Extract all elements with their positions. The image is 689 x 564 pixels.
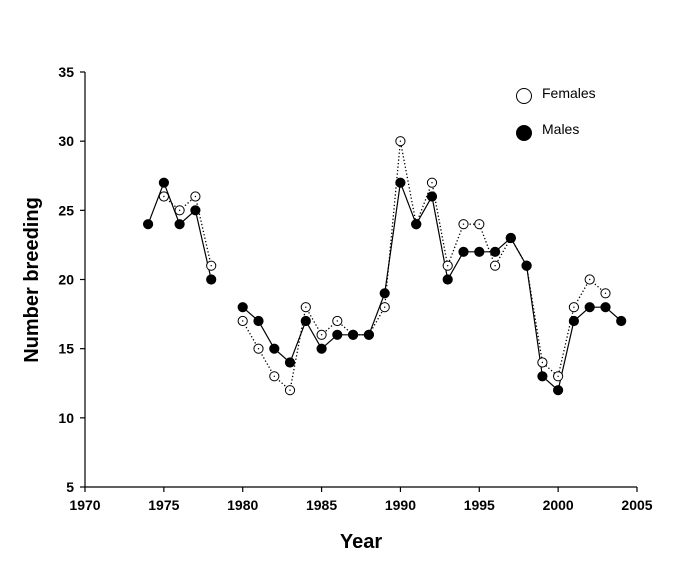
x-tick-label: 1970: [69, 497, 100, 513]
female-point-center-dot: [273, 375, 275, 377]
male-point: Males 2003: 18: [600, 302, 611, 313]
y-tick-label: 5: [66, 479, 74, 495]
male-point: Males 1994: 22: [458, 246, 469, 257]
series-lines: [147, 141, 622, 392]
male-point: Males 1984: 17: [300, 315, 311, 327]
male-point: Males 1996: 22: [490, 246, 501, 257]
y-tick-label: 15: [58, 341, 74, 357]
females-line: [163, 195, 212, 266]
y-axis-title: Number breeding: [21, 197, 43, 363]
male-point: Males 1977: 25: [190, 205, 201, 216]
male-point: Males 1990: 27: [395, 177, 406, 188]
y-tick-label: 25: [58, 202, 74, 218]
female-point-center-dot: [447, 265, 449, 267]
female-point-center-dot: [541, 361, 544, 364]
y-tick-label: 20: [58, 272, 74, 288]
data-points: Females 1975: 26Females 1976: 25Females …: [143, 136, 627, 396]
x-tick-label: 1980: [227, 497, 258, 513]
legend: Females Males: [516, 85, 596, 141]
x-tick-label: 1975: [148, 497, 179, 513]
male-point: Males 1976: 24: [174, 219, 185, 230]
female-point-center-dot: [573, 306, 575, 308]
male-point: Males 2004: 17: [616, 315, 627, 327]
female-point-center-dot: [305, 306, 307, 308]
x-tick-label: 1985: [306, 497, 337, 513]
x-axis-title: Year: [340, 531, 382, 553]
male-point: Males 2001: 17: [568, 315, 580, 327]
female-point-center-dot: [242, 320, 244, 322]
female-point-center-dot: [604, 292, 607, 294]
male-point: Males 1997: 23: [505, 232, 516, 244]
male-point: Males 1987: 16: [348, 329, 359, 340]
males-line: [242, 182, 622, 392]
male-point: Males 1980: 18: [237, 302, 248, 313]
male-point: Males 1999: 13: [537, 371, 548, 382]
y-tick-label: 30: [58, 133, 74, 149]
x-tick-label: 2005: [621, 497, 652, 513]
female-point-center-dot: [320, 334, 323, 336]
x-tick-label: 2000: [543, 497, 574, 513]
female-point-center-dot: [478, 223, 480, 225]
male-point: Males 1993: 20: [442, 274, 453, 285]
axes: 5 10 15 20 25 30 35 1970 1975 1980 1985 1990 1995 200…: [58, 64, 652, 513]
male-point: Males 1995: 22: [474, 246, 485, 257]
female-point-center-dot: [257, 348, 260, 350]
male-point: Males 1991: 24: [411, 219, 422, 230]
female-point-center-dot: [589, 278, 591, 281]
male-point: Males 1978: 20: [206, 274, 217, 285]
male-point: Males 1975: 27: [158, 177, 169, 188]
female-point-center-dot: [163, 195, 165, 198]
legend-females-label: Females: [542, 85, 596, 101]
male-point: Males 1983: 14: [284, 357, 296, 368]
males-line: [147, 181, 212, 280]
male-point: Males 2000: 12: [553, 385, 564, 396]
female-point-center-dot: [431, 182, 433, 184]
female-point-center-dot: [210, 265, 212, 267]
legend-males-label: Males: [542, 121, 579, 137]
male-point: Males 2002: 18: [584, 302, 595, 313]
female-point-center-dot: [462, 223, 465, 225]
male-point: Males 1974: 24: [143, 219, 154, 230]
y-tick-label: 10: [58, 410, 74, 426]
female-point-center-dot: [557, 375, 559, 377]
male-point: Males 1986: 16: [332, 329, 343, 340]
female-point-center-dot: [399, 140, 402, 142]
female-point-center-dot: [384, 306, 386, 308]
male-point: Males 1982: 15: [269, 343, 280, 354]
female-point-center-dot: [194, 195, 197, 198]
female-point-center-dot: [178, 209, 181, 211]
female-point-center-dot: [494, 265, 496, 267]
y-tick-label: 35: [58, 64, 74, 80]
legend-males-marker: [516, 125, 532, 141]
male-point: Males 1992: 26: [426, 191, 438, 202]
female-point-center-dot: [336, 320, 338, 322]
male-point: Males 1985: 15: [316, 343, 327, 354]
male-point: Males 1989: 19: [379, 288, 390, 299]
legend-females-marker: [516, 88, 532, 104]
females-line: [242, 141, 606, 392]
x-tick-label: 1995: [464, 497, 495, 513]
male-point: Males 1998: 21: [521, 260, 532, 271]
x-tick-label: 1990: [385, 497, 416, 513]
male-point: Males 1988: 16: [363, 329, 374, 340]
female-point-center-dot: [289, 389, 291, 391]
male-point: Males 1981: 17: [253, 315, 264, 327]
